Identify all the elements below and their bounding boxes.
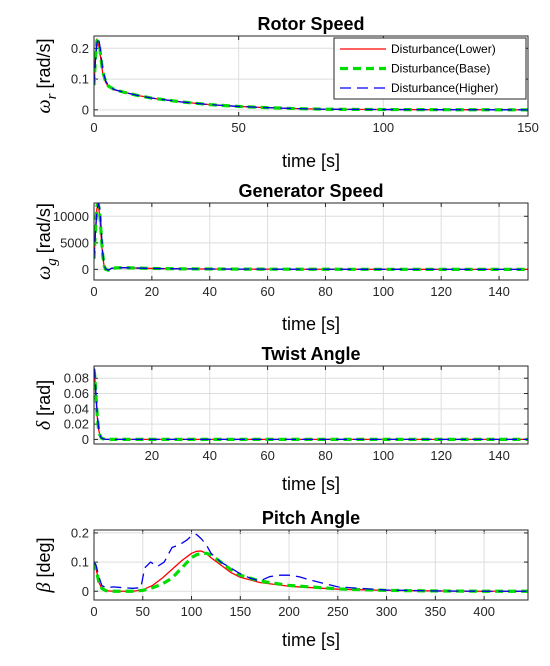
y-axis-label: β [deg] — [33, 537, 55, 593]
x-axis-label: time [s] — [282, 151, 340, 171]
x-tick-label: 50 — [231, 120, 245, 135]
x-tick-label: 60 — [260, 448, 274, 463]
y-tick-label: 0.06 — [64, 386, 89, 401]
chart-title: Generator Speed — [238, 181, 383, 201]
legend-entry: Disturbance(Base) — [391, 62, 490, 76]
x-tick-label: 120 — [430, 448, 452, 463]
x-tick-label: 400 — [473, 604, 495, 619]
subplot-4: 0 50 100 150 200 250 300 350 400 0 0.1 0.2 Pitch Ang… — [33, 508, 529, 650]
x-tick-label: 250 — [327, 604, 349, 619]
x-tick-label: 350 — [424, 604, 446, 619]
series-line-3 — [94, 203, 528, 271]
legend-entry: Disturbance(Lower) — [391, 42, 496, 56]
series-line-3 — [94, 533, 528, 592]
x-tick-label: 60 — [260, 284, 274, 299]
y-tick-label: 0 — [82, 262, 89, 277]
x-tick-label: 40 — [202, 448, 216, 463]
x-tick-label: 150 — [229, 604, 251, 619]
subplot-1: 0 50 100 150 0 0.1 0.2 Rotor Speed time [s] ωr [r… — [33, 14, 539, 171]
y-tick-label: 5000 — [60, 235, 89, 250]
y-tick-label: 0.1 — [71, 555, 89, 570]
x-tick-label: 140 — [488, 284, 510, 299]
y-tick-label: 0.2 — [71, 525, 89, 540]
y-tick-label: 10000 — [53, 209, 89, 224]
x-tick-label: 200 — [278, 604, 300, 619]
series-line-2 — [94, 551, 528, 593]
y-tick-label: 0.02 — [64, 417, 89, 432]
x-tick-label: 140 — [488, 448, 510, 463]
plot-area — [94, 366, 528, 444]
legend: Disturbance(Lower) Disturbance(Base) Distu… — [333, 37, 527, 100]
y-axis-label: δ [rad] — [33, 380, 55, 430]
y-axis-label: ωr [rad/s] — [33, 39, 60, 114]
axes-frame — [93, 202, 529, 281]
y-tick-label: 0.04 — [64, 401, 89, 416]
plot-area — [94, 530, 528, 600]
y-tick-label: 0.2 — [71, 41, 89, 56]
x-tick-label: 100 — [181, 604, 203, 619]
legend-entry: Disturbance(Higher) — [391, 81, 498, 95]
series-line-3 — [94, 36, 528, 111]
axes-frame — [93, 365, 529, 445]
x-tick-label: 40 — [202, 284, 216, 299]
x-tick-label: 300 — [376, 604, 398, 619]
x-axis-label: time [s] — [282, 314, 340, 334]
y-tick-label: 0 — [82, 102, 89, 117]
axes-frame — [93, 529, 529, 601]
chart-title: Pitch Angle — [262, 508, 360, 528]
y-axis-label: ωg [rad/s] — [33, 203, 60, 280]
y-tick-label: 0.1 — [71, 72, 89, 87]
x-tick-label: 80 — [318, 284, 332, 299]
x-tick-label: 0 — [90, 284, 97, 299]
x-tick-label: 100 — [372, 284, 394, 299]
series-line-3 — [94, 367, 528, 441]
x-axis-label: time [s] — [282, 630, 340, 650]
y-tick-label: 0 — [82, 432, 89, 447]
x-tick-label: 80 — [318, 448, 332, 463]
x-tick-label: 20 — [145, 284, 159, 299]
y-tick-label: 0.08 — [64, 371, 89, 386]
chart-title: Rotor Speed — [257, 14, 364, 34]
x-axis-label: time [s] — [282, 474, 340, 494]
y-tick-label: 0 — [82, 584, 89, 599]
x-tick-label: 50 — [136, 604, 150, 619]
chart-title: Twist Angle — [262, 344, 361, 364]
x-tick-label: 100 — [372, 120, 394, 135]
x-tick-label: 20 — [145, 448, 159, 463]
x-tick-label: 120 — [430, 284, 452, 299]
x-tick-label: 150 — [517, 120, 539, 135]
x-tick-label: 100 — [372, 448, 394, 463]
subplot-2: 0 20 40 60 80 100 120 140 0 5000 10000 Generator Sp… — [33, 181, 529, 334]
axes-frame — [93, 35, 529, 117]
x-tick-label: 0 — [90, 120, 97, 135]
x-tick-label: 0 — [90, 604, 97, 619]
subplot-3: 20 40 60 80 100 120 140 00.020.040.060.08 Twist … — [33, 344, 529, 494]
